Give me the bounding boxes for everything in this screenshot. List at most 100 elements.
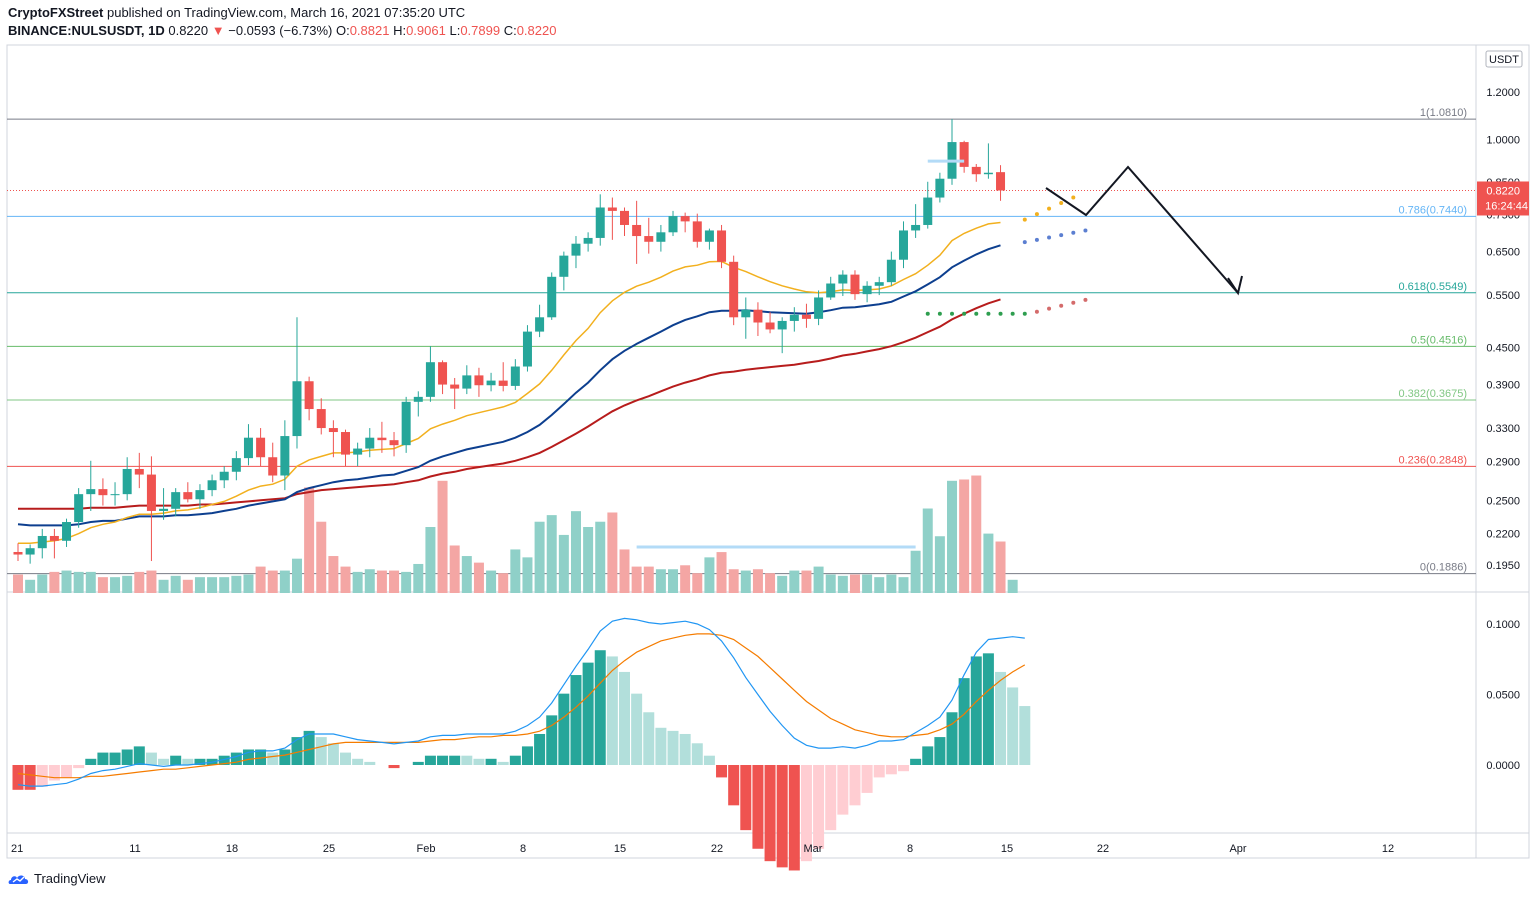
- price-tick-label: 1.2000: [1486, 87, 1520, 99]
- candle-body: [789, 314, 799, 321]
- support-dot: [925, 311, 930, 316]
- macd-tick-label: 0.0500: [1486, 690, 1520, 702]
- candle-body: [898, 230, 908, 260]
- macd-histogram-bar: [934, 737, 946, 765]
- macd-histogram-bar: [619, 671, 630, 765]
- volume-bar: [437, 480, 448, 593]
- macd-histogram-bar: [606, 656, 618, 765]
- macd-histogram-bar: [740, 765, 752, 831]
- volume-bar: [37, 574, 48, 593]
- macd-histogram-bar: [267, 752, 279, 765]
- volume-bar: [243, 574, 254, 593]
- publisher-name[interactable]: CryptoFXStreet: [8, 5, 104, 20]
- fib-level-label: 0.382(0.3675): [1399, 388, 1468, 400]
- volume-bar: [995, 541, 1006, 593]
- candle-body: [874, 282, 884, 286]
- time-tick-label: Apr: [1229, 843, 1246, 855]
- candle-body: [401, 401, 411, 446]
- macd-histogram-bar: [48, 765, 60, 781]
- volume-bar: [522, 557, 533, 593]
- candle-body: [425, 362, 435, 397]
- support-dot: [937, 311, 942, 316]
- macd-histogram-bar: [485, 758, 497, 765]
- macd-histogram-bar: [570, 675, 582, 765]
- time-tick-label: Feb: [417, 843, 436, 855]
- candle-body: [595, 207, 605, 238]
- volume-bar: [498, 573, 509, 593]
- candle-body: [474, 375, 484, 386]
- time-tick-label: 25: [323, 843, 335, 855]
- ema-mid-projection: [1071, 230, 1076, 235]
- macd-histogram-bar: [449, 755, 461, 765]
- candle-body: [583, 237, 593, 244]
- volume-bar: [207, 577, 218, 593]
- time-tick-label: 12: [1382, 843, 1394, 855]
- tradingview-footer[interactable]: TradingView: [8, 871, 106, 886]
- price-tick-label: 0.6500: [1486, 247, 1520, 259]
- macd-histogram-bar: [109, 752, 121, 765]
- price-tick-label: 0.2200: [1486, 529, 1520, 541]
- volume-bar: [304, 487, 315, 593]
- volume-bar: [959, 479, 970, 593]
- support-dot: [974, 311, 979, 316]
- macd-histogram-bar: [873, 765, 885, 778]
- volume-bar: [1007, 579, 1018, 593]
- time-tick-label: 18: [226, 843, 238, 855]
- candle-body: [365, 437, 375, 449]
- time-tick-label: 22: [711, 843, 723, 855]
- volume-bar: [801, 570, 812, 593]
- volume-bar: [862, 574, 873, 593]
- volume-bar: [813, 566, 824, 593]
- macd-histogram-bar: [970, 656, 982, 765]
- volume-bar: [473, 562, 484, 593]
- volume-bar: [97, 577, 108, 593]
- macd-histogram-bar: [121, 749, 133, 765]
- candle-body: [814, 297, 824, 319]
- macd-histogram-bar: [1007, 687, 1019, 765]
- macd-histogram-bar: [133, 746, 145, 765]
- macd-histogram-bar: [643, 712, 655, 765]
- candle-body: [243, 437, 253, 459]
- volume-bar: [825, 574, 836, 593]
- resistance-dot: [1071, 300, 1076, 305]
- volume-bar: [461, 556, 472, 593]
- symbol-label[interactable]: BINANCE:NULSUSDT, 1D: [8, 23, 165, 38]
- candle-body: [450, 384, 460, 389]
- candle-body: [207, 480, 217, 491]
- fib-level-label: 0.236(0.2848): [1399, 454, 1468, 466]
- ema-fast-projection: [1022, 217, 1027, 222]
- volume-bar: [146, 570, 157, 593]
- volume-bar: [837, 575, 848, 593]
- macd-histogram-bar: [315, 737, 327, 765]
- macd-histogram-bar: [594, 650, 606, 765]
- macd-histogram-bar: [849, 765, 861, 806]
- candle-body: [644, 236, 654, 242]
- candle-body: [959, 142, 969, 167]
- volume-bar: [874, 577, 885, 593]
- currency-box: [1485, 50, 1523, 68]
- volume-bar: [291, 558, 302, 593]
- candle-body: [607, 207, 617, 211]
- macd-tick-label: 0.0000: [1486, 760, 1520, 772]
- candle-body: [729, 261, 739, 318]
- candle-body: [62, 522, 72, 541]
- ema-fast-projection: [1059, 201, 1064, 206]
- volume-bar: [607, 512, 618, 593]
- macd-histogram-bar: [800, 765, 812, 862]
- candle-body: [413, 396, 423, 402]
- macd-histogram-bar: [194, 758, 206, 765]
- candle-body: [183, 492, 193, 500]
- macd-histogram-bar: [24, 765, 36, 790]
- time-tick-label: Mar: [804, 843, 823, 855]
- time-tick-label: 15: [1001, 843, 1013, 855]
- volume-bar: [570, 511, 581, 593]
- currency-label: USDT: [1489, 54, 1519, 66]
- ema-fast-projection: [1071, 195, 1076, 200]
- macd-histogram-bar: [837, 765, 849, 815]
- candle-body: [316, 409, 326, 429]
- close-value: 0.8220: [516, 23, 557, 38]
- macd-histogram-bar: [764, 765, 776, 862]
- candle-body: [25, 548, 35, 555]
- candle-body: [547, 276, 557, 318]
